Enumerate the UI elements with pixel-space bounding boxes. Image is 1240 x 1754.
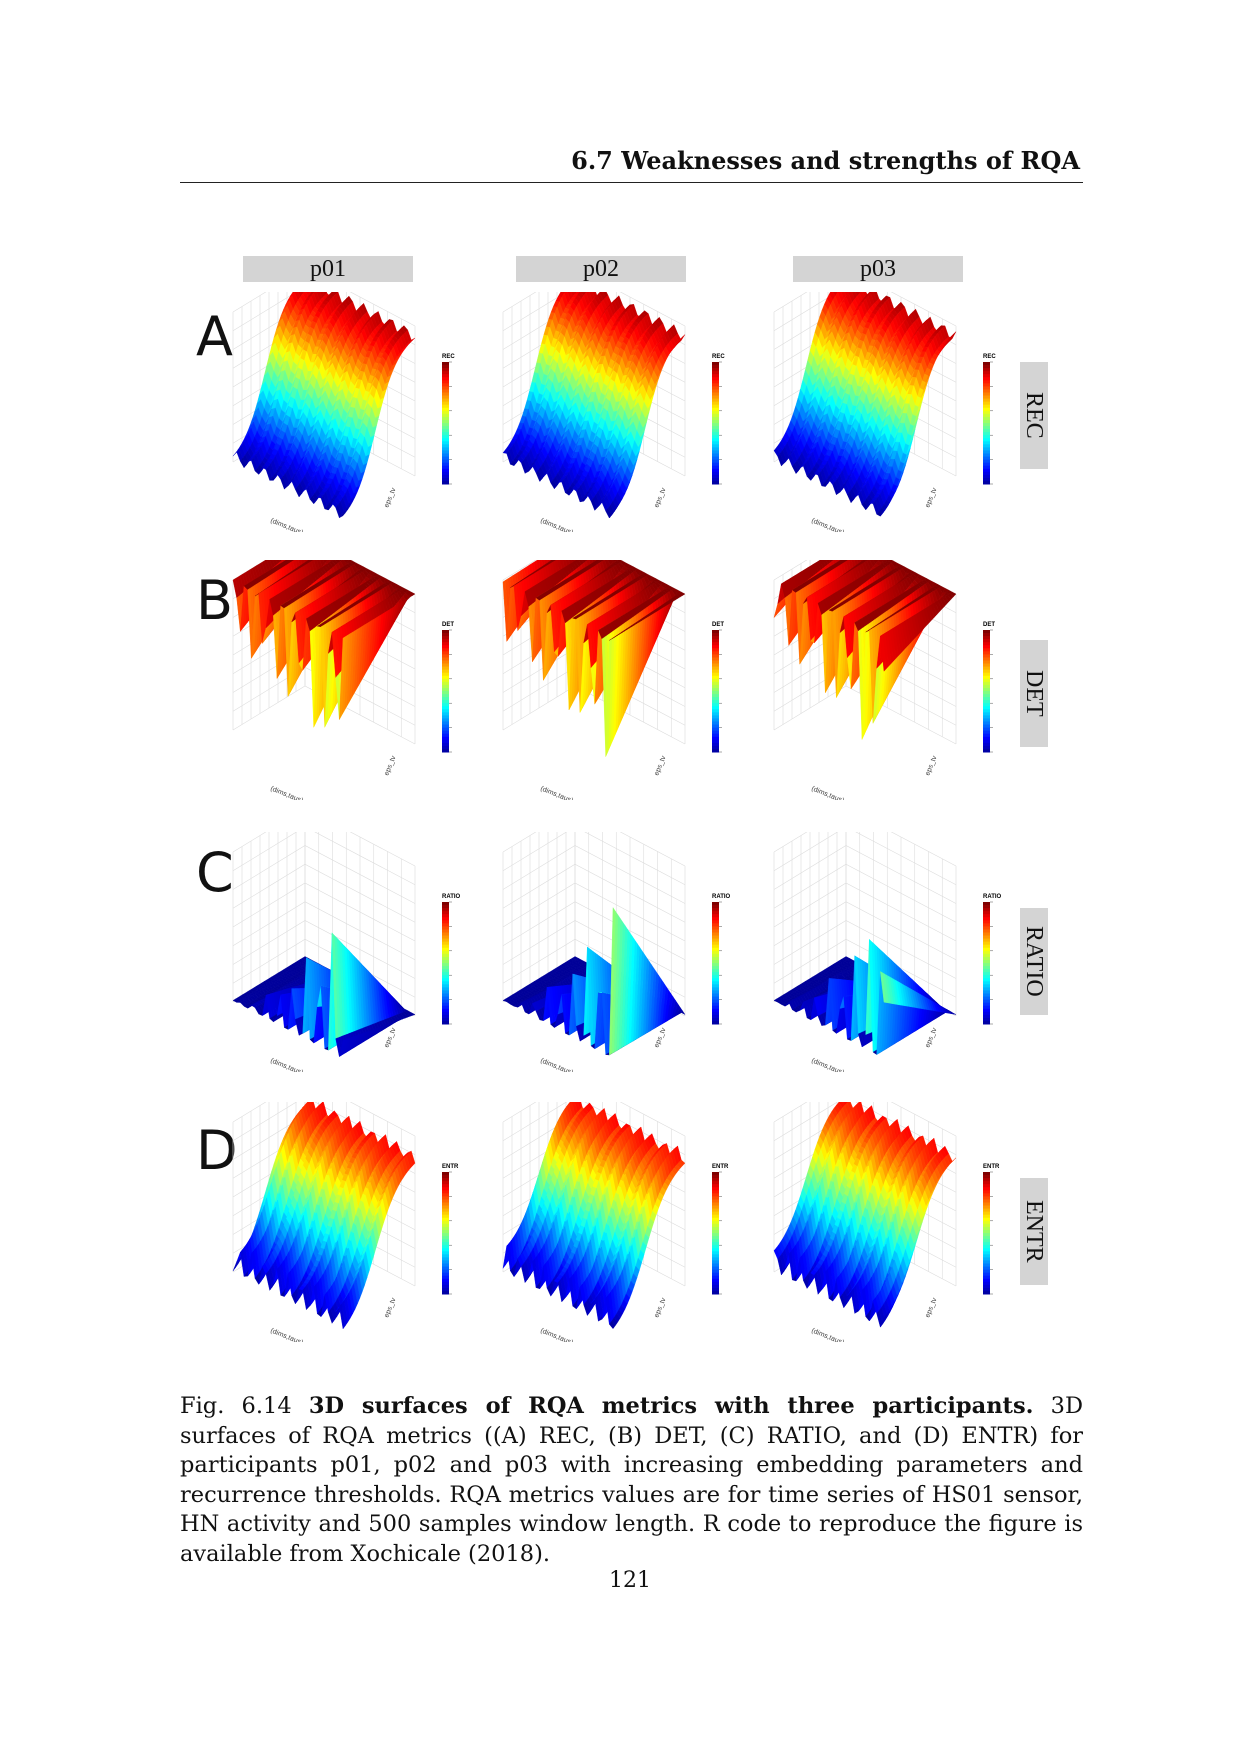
legend-title: RATIO xyxy=(712,894,731,900)
legend-title: DET xyxy=(712,622,724,628)
y-axis-label: eps_tv xyxy=(383,487,397,509)
row-label-det: DET xyxy=(1020,640,1048,747)
legend-title: REC xyxy=(983,354,996,360)
caption-title: 3D surfaces of RQA metrics with three pa… xyxy=(308,1393,1034,1419)
row-letter-c: C xyxy=(196,841,234,904)
row-letter-d: D xyxy=(196,1119,238,1182)
x-axis-label: (dims,taus) xyxy=(810,517,845,532)
surface-plot-entr-p03: (dims,taus) eps_tv xyxy=(773,1102,957,1342)
y-axis-label: eps_tv xyxy=(924,1297,938,1319)
colorbar-legend: REC xyxy=(442,354,455,485)
colorbar-legend: DET xyxy=(712,622,724,753)
colorbar-legend: ENTR xyxy=(712,1164,729,1295)
page-number: 121 xyxy=(609,1568,651,1593)
row-label-entr: ENTR xyxy=(1020,1178,1048,1285)
surface-plot-det-p03: (dims,taus) eps_tv xyxy=(773,560,957,800)
colorbar-legend: RATIO xyxy=(442,894,461,1025)
y-axis-label: eps_tv xyxy=(653,1297,667,1319)
legend-title: ENTR xyxy=(983,1164,1000,1170)
surface-plot-entr-p01: (dims,taus) eps_tv xyxy=(232,1102,416,1342)
colorbar-legend: ENTR xyxy=(442,1164,459,1295)
surface-plot-rec-p02: (dims,taus) eps_tv xyxy=(502,292,686,532)
x-axis-label: (dims,taus) xyxy=(810,1327,845,1342)
x-axis-label: (dims,taus) xyxy=(539,1057,574,1072)
row-label-rec: REC xyxy=(1020,362,1048,469)
caption-body: 3D surfaces of RQA metrics ((A) REC, (B)… xyxy=(180,1393,1083,1567)
column-label-p03: p03 xyxy=(793,256,963,282)
colorbar-legend: DET xyxy=(983,622,995,753)
legend-title: ENTR xyxy=(712,1164,729,1170)
y-axis-label: eps_tv xyxy=(924,1027,938,1049)
surface-plot-ratio-p03: (dims,taus) eps_tv xyxy=(773,832,957,1072)
row-letter-b: B xyxy=(196,569,234,632)
figure-caption: Fig. 6.14 3D surfaces of RQA metrics wit… xyxy=(180,1392,1083,1569)
colorbar-legend: ENTR xyxy=(983,1164,1000,1295)
colorbar-legend: REC xyxy=(712,354,725,485)
legend-title: REC xyxy=(442,354,455,360)
row-label-ratio: RATIO xyxy=(1020,908,1048,1015)
surface-plot-ratio-p01: (dims,taus) eps_tv xyxy=(232,832,416,1072)
column-label-p01: p01 xyxy=(243,256,413,282)
surface-plot-det-p02: (dims,taus) eps_tv xyxy=(502,560,686,800)
x-axis-label: (dims,taus) xyxy=(539,517,574,532)
y-axis-label: eps_tv xyxy=(653,487,667,509)
legend-title: ENTR xyxy=(442,1164,459,1170)
running-header: 6.7 Weaknesses and strengths of RQA xyxy=(571,146,1080,175)
x-axis-label: (dims,taus) xyxy=(269,1057,304,1072)
y-axis-label: eps_tv xyxy=(383,755,397,777)
x-axis-label: (dims,taus) xyxy=(810,1057,845,1072)
surface-plot-det-p01: (dims,taus) eps_tv xyxy=(232,560,416,800)
x-axis-label: (dims,taus) xyxy=(810,785,845,800)
legend-title: DET xyxy=(983,622,995,628)
colorbar-legend: RATIO xyxy=(712,894,731,1025)
colorbar-legend: RATIO xyxy=(983,894,1002,1025)
x-axis-label: (dims,taus) xyxy=(269,1327,304,1342)
x-axis-label: (dims,taus) xyxy=(539,1327,574,1342)
header-rule xyxy=(180,182,1083,183)
surface-plot-rec-p03: (dims,taus) eps_tv xyxy=(773,292,957,532)
surface-plot-entr-p02: (dims,taus) eps_tv xyxy=(502,1102,686,1342)
y-axis-label: eps_tv xyxy=(653,1027,667,1049)
caption-prefix: Fig. 6.14 xyxy=(180,1393,292,1419)
y-axis-label: eps_tv xyxy=(924,755,938,777)
colorbar-legend: REC xyxy=(983,354,996,485)
y-axis-label: eps_tv xyxy=(383,1297,397,1319)
x-axis-label: (dims,taus) xyxy=(539,785,574,800)
row-letter-a: A xyxy=(196,305,233,368)
column-label-p02: p02 xyxy=(516,256,686,282)
legend-title: RATIO xyxy=(442,894,461,900)
x-axis-label: (dims,taus) xyxy=(269,785,304,800)
legend-title: RATIO xyxy=(983,894,1002,900)
y-axis-label: eps_tv xyxy=(653,755,667,777)
x-axis-label: (dims,taus) xyxy=(269,517,304,532)
colorbar-legend: DET xyxy=(442,622,454,753)
surface-plot-ratio-p02: (dims,taus) eps_tv xyxy=(502,832,686,1072)
legend-title: REC xyxy=(712,354,725,360)
legend-title: DET xyxy=(442,622,454,628)
y-axis-label: eps_tv xyxy=(383,1027,397,1049)
y-axis-label: eps_tv xyxy=(924,487,938,509)
surface-plot-rec-p01: (dims,taus) eps_tv xyxy=(232,292,416,532)
